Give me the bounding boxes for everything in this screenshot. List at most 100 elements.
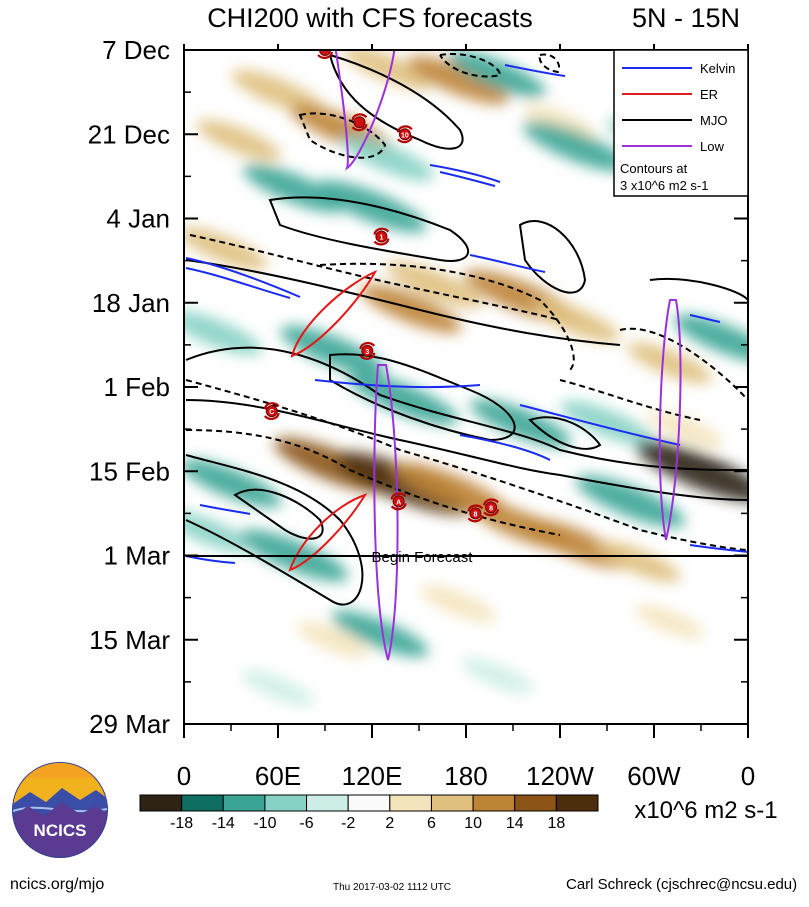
low-contour bbox=[334, 50, 396, 171]
mjo-negative-contours bbox=[185, 53, 748, 551]
anomaly-cell bbox=[636, 440, 748, 502]
anomaly-cell bbox=[673, 314, 748, 363]
chart-title: CHI200 with CFS forecasts bbox=[207, 3, 533, 33]
forecast-marker: 3 bbox=[359, 341, 376, 360]
anomaly-cell bbox=[531, 299, 621, 343]
mjo-contour bbox=[329, 353, 516, 442]
colorbar-swatch bbox=[347, 794, 391, 812]
y-tick-label: 4 Jan bbox=[106, 204, 170, 234]
colorbar-swatch bbox=[306, 794, 349, 812]
anomaly-cell bbox=[341, 136, 435, 181]
y-tick-label: 1 Mar bbox=[104, 541, 171, 571]
forecast-marker: C bbox=[263, 402, 280, 420]
low-contour bbox=[658, 299, 682, 541]
x-tick-label: 0 bbox=[741, 761, 755, 791]
anomaly-cell bbox=[343, 50, 433, 90]
colorbar-swatch bbox=[430, 794, 474, 812]
y-tick-label: 21 Dec bbox=[88, 119, 170, 149]
mjo-contour bbox=[268, 196, 470, 262]
anomaly-cell bbox=[184, 459, 282, 508]
mjo-contour-dashed bbox=[319, 262, 575, 371]
colorbar-tick-label: -2 bbox=[341, 815, 355, 832]
colorbar-tick-label: -10 bbox=[253, 815, 276, 832]
anomaly-cell bbox=[407, 56, 509, 105]
legend-note-line1: Contours at bbox=[620, 161, 688, 176]
colorbar-tick-label: -14 bbox=[212, 815, 235, 832]
kelvin-contour bbox=[459, 434, 551, 461]
legend-box bbox=[613, 49, 749, 197]
y-tick-label: 7 Dec bbox=[102, 35, 170, 65]
mjo-contour-dashed bbox=[189, 234, 561, 321]
legend-label-mjo: MJO bbox=[700, 113, 727, 128]
colorbar-swatch bbox=[514, 794, 557, 812]
mjo-contour-dashed bbox=[185, 379, 748, 551]
forecast-marker-label: C bbox=[269, 409, 274, 416]
anomaly-cell bbox=[419, 585, 497, 623]
forecast-marker-label: 8 bbox=[489, 505, 493, 512]
forecast-marker-label: A bbox=[396, 499, 401, 506]
colorbar-swatch bbox=[222, 794, 266, 812]
mjo-contour bbox=[185, 346, 748, 471]
anomaly-cell bbox=[296, 622, 370, 658]
mjo-contour bbox=[185, 454, 364, 606]
mjo-contour bbox=[233, 488, 324, 540]
mjo-contour bbox=[528, 416, 602, 450]
anomaly-cell bbox=[635, 604, 704, 639]
anomaly-cell bbox=[523, 121, 629, 172]
anomaly-cell bbox=[331, 610, 429, 657]
colorbar-swatch bbox=[181, 794, 224, 812]
mjo-contour-dashed bbox=[559, 379, 701, 421]
forecast-start-label: Begin Forecast bbox=[372, 549, 474, 566]
y-tick-label: 15 Mar bbox=[89, 625, 170, 655]
legend-label-er: ER bbox=[700, 87, 718, 102]
anomaly-cell bbox=[241, 670, 315, 706]
ncics-logo: NCICS bbox=[12, 762, 108, 858]
forecast-marker: A bbox=[390, 492, 407, 511]
legend-label-kelvin: Kelvin bbox=[700, 61, 735, 76]
forecast-marker-label: 10 bbox=[401, 132, 409, 139]
mjo-contour bbox=[329, 54, 464, 150]
footer-timestamp: Thu 2017-03-02 1112 UTC bbox=[333, 882, 452, 893]
forecast-marker-label: 3 bbox=[365, 349, 369, 356]
colorbar-tick-label: 10 bbox=[464, 815, 482, 832]
colorbar-swatch bbox=[264, 794, 308, 812]
colorbar-swatch bbox=[139, 794, 183, 812]
x-tick-label: 60W bbox=[627, 761, 681, 791]
footer-url-link[interactable]: ncics.org/mjo bbox=[10, 876, 105, 893]
colorbar-tick-label: 18 bbox=[547, 815, 565, 832]
forecast-marker: 8 bbox=[467, 504, 484, 523]
anomaly-cell bbox=[575, 475, 686, 528]
mjo-contour bbox=[649, 278, 748, 301]
legend: Kelvin ER MJO Low Contours at 3 x10^6 m2 s-… bbox=[613, 49, 749, 197]
forecast-marker: 10 bbox=[396, 125, 413, 144]
colorbar-units: x10^6 m2 s-1 bbox=[634, 797, 777, 824]
x-tick-label: 180 bbox=[444, 761, 487, 791]
low-contour bbox=[373, 364, 399, 661]
forecast-marker: 1 bbox=[373, 227, 390, 246]
footer-credit: Carl Schreck (cjschrec@ncsu.edu) bbox=[566, 876, 798, 893]
colorbar: -18 -14 -10 -6 -2 2 6 10 14 18 bbox=[139, 794, 599, 832]
x-tick-label: 120E bbox=[342, 761, 403, 791]
forecast-marker bbox=[351, 113, 368, 132]
kelvin-contour bbox=[199, 504, 251, 515]
er-contour bbox=[290, 269, 378, 358]
forecast-markers: 10 1 3 C A 8 8 bbox=[263, 50, 500, 523]
kelvin-contour bbox=[689, 544, 748, 553]
mjo-contour-dashed bbox=[185, 429, 561, 536]
anomaly-cell bbox=[386, 261, 484, 308]
forecast-marker bbox=[317, 50, 334, 59]
legend-label-low: Low bbox=[700, 139, 724, 154]
anomaly-cell bbox=[448, 50, 546, 98]
low-contours bbox=[334, 50, 682, 661]
colorbar-swatch bbox=[555, 794, 599, 812]
x-tick-label: 60E bbox=[255, 761, 301, 791]
kelvin-contour bbox=[439, 171, 496, 187]
colorbar-tick-label: 14 bbox=[506, 815, 524, 832]
mjo-contour bbox=[185, 399, 748, 501]
logo-text: NCICS bbox=[34, 821, 87, 840]
anomaly-cell bbox=[647, 410, 724, 448]
colorbar-tick-label: -18 bbox=[170, 815, 193, 832]
anomaly-cell bbox=[470, 399, 572, 448]
chart-subtitle: 5N - 15N bbox=[632, 3, 740, 33]
kelvin-contour bbox=[429, 164, 501, 183]
